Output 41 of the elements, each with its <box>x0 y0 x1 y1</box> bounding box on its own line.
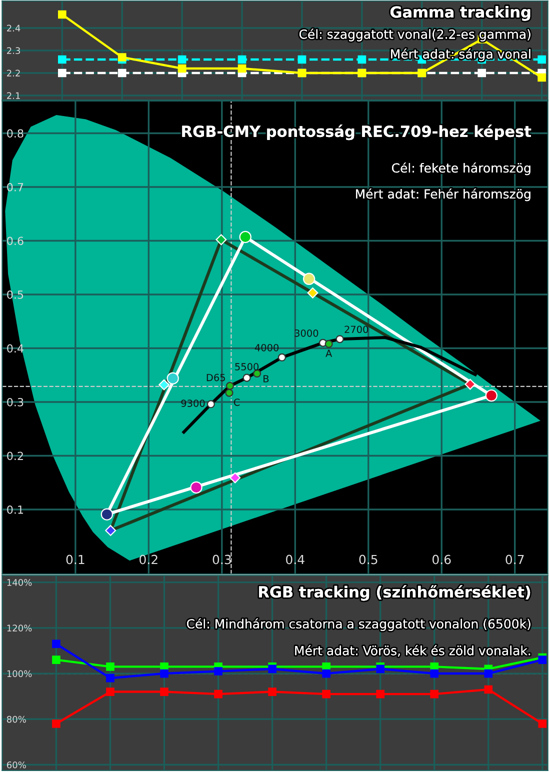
x-tick-label: 0.7 <box>506 554 524 564</box>
y-tick-label: 60% <box>6 761 26 768</box>
annotation: Mért adat: Fehér háromszög <box>356 188 530 202</box>
x-tick-label: 0.3 <box>212 554 231 564</box>
annotation: 5500 <box>235 363 259 370</box>
text: Cél: Mindhárom csatorna a szaggatott vonalon (6500k) <box>186 618 530 631</box>
y-tick-label: 0.2 <box>7 452 23 460</box>
text: RGB tracking (színhőmérséklet) <box>259 585 530 601</box>
annotation: 9300 <box>181 400 205 407</box>
y-tick-label: 0.6 <box>7 236 24 246</box>
y-tick-label: 2.3 <box>7 47 20 54</box>
annotation: 2700 <box>344 326 368 334</box>
annotation: D65 <box>206 374 225 382</box>
text: Cél: szaggatott vonal(2.2-es gamma) <box>299 28 530 42</box>
x-tick-label: 0.6 <box>432 554 451 564</box>
text: Cél: fekete háromszög <box>392 162 530 176</box>
y-tick-label: 0.1 <box>7 505 24 514</box>
y-tick-label: 2.4 <box>7 24 20 32</box>
y-tick-label: 100% <box>7 670 32 678</box>
chart-title: Gamma tracking <box>390 6 530 21</box>
y-tick-label: 140% <box>7 579 32 586</box>
x-tick-label: 0.5 <box>359 554 378 564</box>
y-tick-label: 0.7 <box>7 182 24 192</box>
annotation: Mért adat: Vörös, kék és zöld vonalak. <box>295 645 530 657</box>
x-tick-label: 0.1 <box>66 554 84 564</box>
annotation: 3000 <box>294 329 318 337</box>
y-tick-label: 0.4 <box>7 344 24 353</box>
x-tick-label: 0.4 <box>286 554 304 564</box>
x-tick-label: 0.2 <box>140 554 158 564</box>
annotation: B <box>264 375 269 382</box>
y-tick-label: 0.3 <box>7 398 24 406</box>
y-tick-label: 2.2 <box>7 70 20 76</box>
y-tick-label: 0.5 <box>7 290 24 299</box>
text: RGB-CMY pontosság REC.709-hez képest <box>182 124 532 140</box>
annotation: 4000 <box>254 344 279 352</box>
y-tick-label: 80% <box>6 716 26 723</box>
y-tick-label: 0.8 <box>7 129 24 138</box>
y-tick-label: 120% <box>7 624 32 632</box>
y-tick-label: 2.1 <box>7 92 20 99</box>
annotation: A <box>326 350 332 357</box>
annotation: C <box>234 398 240 406</box>
